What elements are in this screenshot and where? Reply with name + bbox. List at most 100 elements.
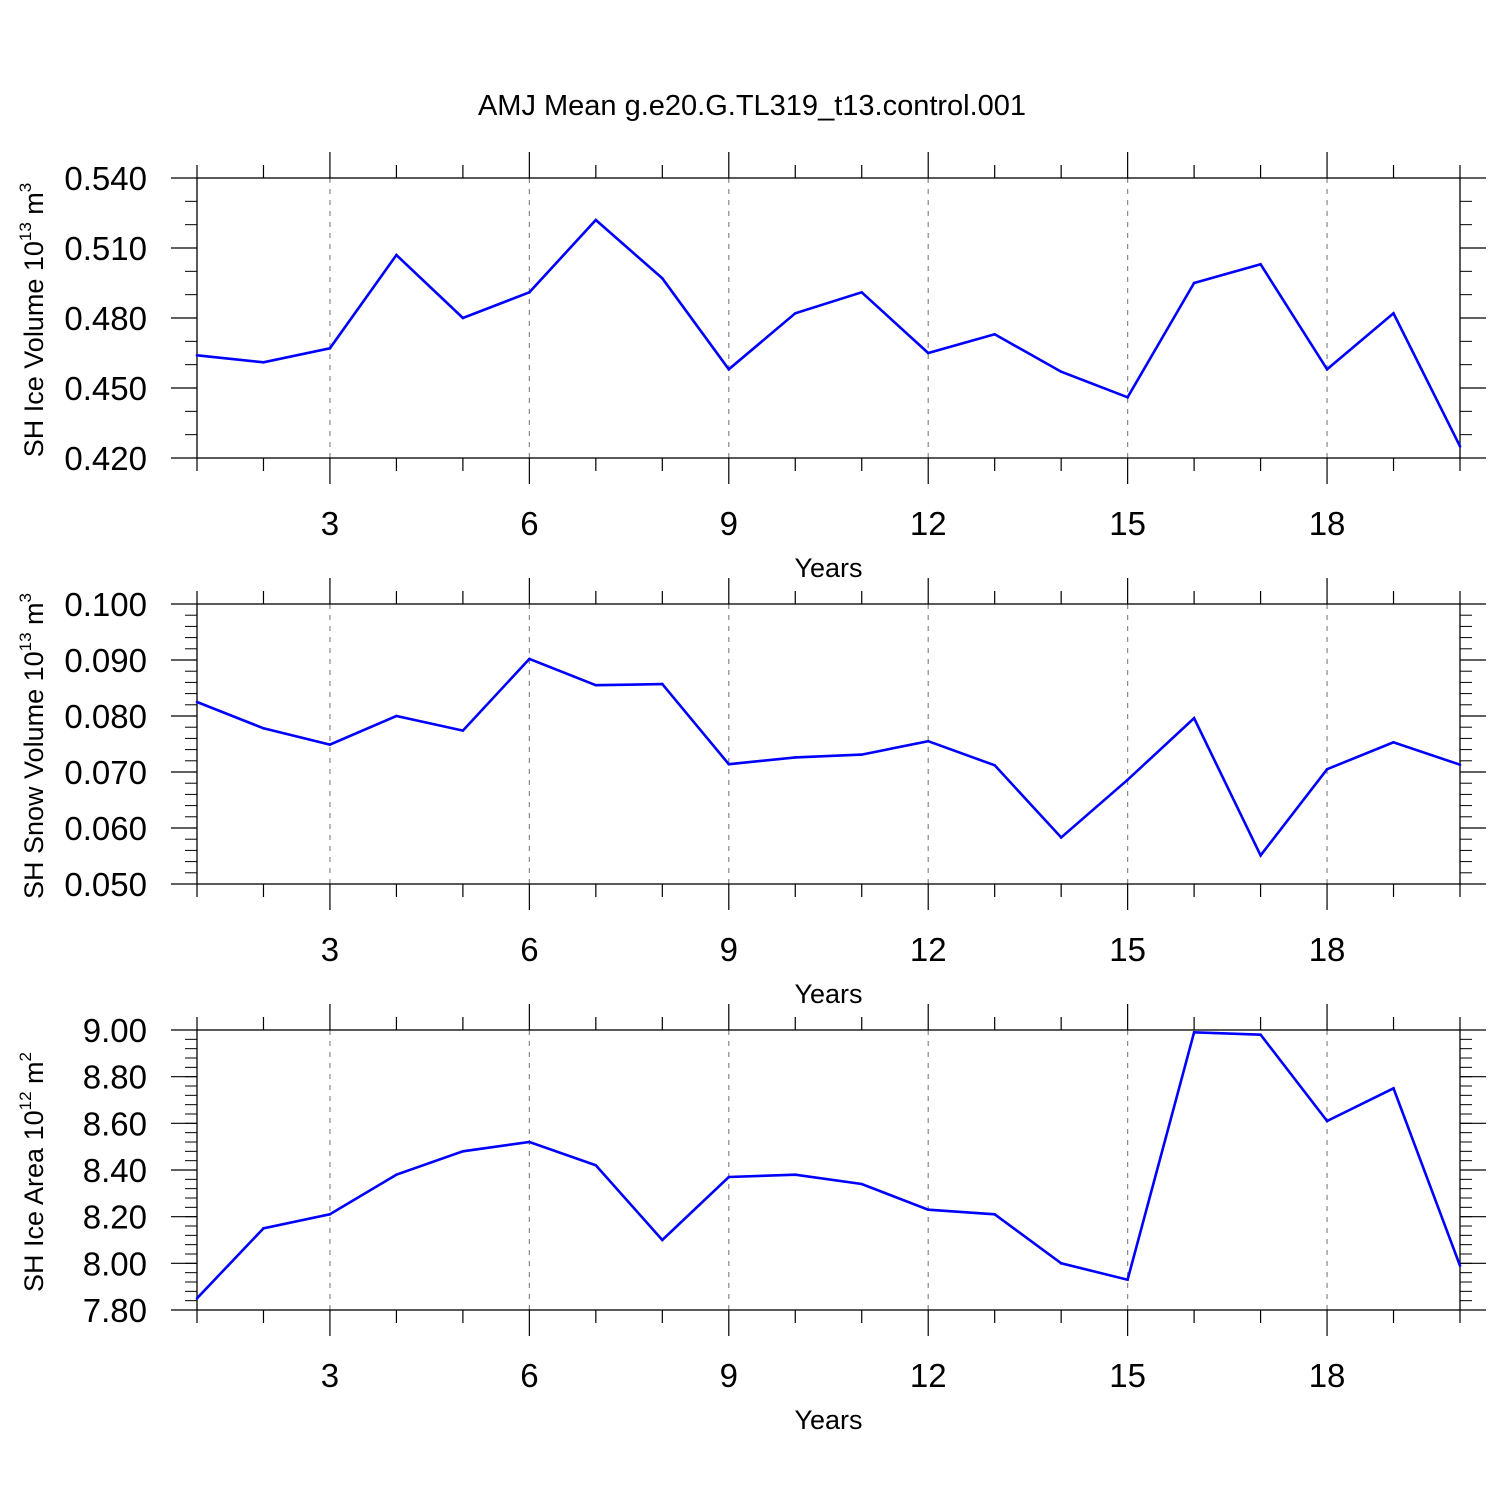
data-point: [594, 1164, 598, 1167]
series-line: [196, 218, 1462, 447]
y-tick-label: 8.40: [83, 1152, 147, 1189]
series-line: [196, 1030, 1462, 1300]
x-tick-label: 9: [720, 505, 738, 542]
data-point: [727, 368, 731, 371]
data-point: [1458, 445, 1462, 448]
data-point: [528, 1140, 531, 1144]
x-tick-label: 3: [321, 505, 339, 542]
x-axis-label: Years: [794, 979, 862, 1009]
data-point: [594, 683, 598, 687]
y-axis-label: SH Snow Volume 1013 m3: [16, 593, 49, 899]
y-axis-label: SH Ice Volume 1013 m3: [16, 183, 49, 458]
data-point: [1392, 741, 1395, 744]
data-point: [661, 1238, 664, 1242]
data-point: [1259, 1033, 1262, 1036]
data-point: [1259, 263, 1262, 266]
y-tick-label: 7.80: [83, 1292, 147, 1329]
x-tick-label: 18: [1309, 931, 1346, 968]
data-point: [1325, 368, 1329, 371]
x-tick-label: 9: [720, 1357, 738, 1394]
x-tick-label: 3: [321, 1357, 339, 1394]
data-point: [328, 1213, 332, 1216]
data-point: [395, 1173, 398, 1176]
data-point: [1126, 396, 1129, 399]
data-point: [793, 312, 797, 315]
data-point: [1059, 1262, 1063, 1265]
data-point: [993, 333, 996, 336]
data-point: [461, 316, 465, 320]
data-point: [1192, 281, 1196, 285]
data-point: [926, 739, 930, 743]
y-tick-label: 0.100: [64, 586, 147, 623]
y-tick-label: 8.80: [83, 1059, 147, 1096]
panel-3: 7.80 8.00 8.20 8.40 8.60 8.80 9.00 3 6 9 12 15 18 Yea…: [16, 1004, 1486, 1435]
data-point: [661, 277, 664, 280]
data-point: [195, 700, 199, 704]
y-axis-label: SH Ice Area 1012 m2: [16, 1052, 49, 1292]
data-point: [395, 714, 398, 718]
x-tick-label: 15: [1109, 505, 1146, 542]
y-tick-label: 0.070: [64, 754, 147, 791]
x-tick-label: 18: [1309, 505, 1346, 542]
data-point: [860, 1182, 864, 1186]
x-axis-label: Years: [794, 1405, 862, 1435]
data-point: [860, 753, 864, 756]
x-tick-label: 12: [910, 1357, 947, 1394]
series-line: [196, 657, 1461, 858]
data-point: [1458, 1264, 1462, 1267]
data-point: [262, 727, 265, 730]
data-point: [262, 1227, 265, 1230]
data-point: [1059, 836, 1063, 839]
data-point: [926, 1208, 930, 1211]
y-tick-label: 0.060: [64, 810, 147, 847]
data-point: [793, 756, 797, 759]
data-point: [1192, 716, 1196, 720]
x-tick-label: 15: [1109, 931, 1146, 968]
data-point: [395, 253, 398, 257]
data-point: [1126, 778, 1129, 782]
x-tick-label: 15: [1109, 1357, 1146, 1394]
data-point: [461, 1150, 465, 1153]
y-tick-label: 0.510: [64, 230, 147, 267]
data-point: [195, 1297, 199, 1300]
panel-2: 0.050 0.060 0.070 0.080 0.090 0.100 3 6 9 12 15 18 Y…: [16, 578, 1486, 1009]
data-point: [860, 291, 864, 294]
data-point: [528, 291, 531, 294]
data-point: [1259, 854, 1262, 857]
x-tick-label: 6: [520, 1357, 538, 1394]
data-point: [1325, 767, 1329, 771]
y-tick-label: 0.450: [64, 370, 147, 407]
x-tick-label: 9: [720, 931, 738, 968]
y-tick-label: 0.080: [64, 698, 147, 735]
x-tick-label: 18: [1309, 1357, 1346, 1394]
data-point: [926, 351, 930, 355]
data-point: [1325, 1119, 1329, 1123]
x-tick-label: 12: [910, 931, 947, 968]
x-tick-label: 6: [520, 505, 538, 542]
panel-1: 0.420 0.450 0.480 0.510 0.540 3 6 9 12 15 18 Years S…: [16, 152, 1486, 583]
data-point: [461, 729, 465, 732]
y-tick-label: 8.20: [83, 1199, 147, 1236]
data-point: [528, 657, 531, 661]
data-point: [1392, 1087, 1395, 1090]
y-tick-label: 0.420: [64, 440, 147, 477]
data-point: [993, 763, 996, 767]
y-tick-label: 0.050: [64, 866, 147, 903]
y-tick-label: 0.480: [64, 300, 147, 337]
x-axis-label: Years: [794, 553, 862, 583]
data-point: [793, 1173, 797, 1176]
data-point: [1458, 763, 1462, 767]
data-point: [727, 762, 731, 766]
data-point: [1392, 312, 1395, 315]
y-tick-label: 8.60: [83, 1105, 147, 1142]
data-point: [594, 218, 598, 222]
data-point: [328, 743, 332, 746]
y-tick-label: 0.090: [64, 642, 147, 679]
panels-group: 0.420 0.450 0.480 0.510 0.540 3 6 9 12 15 18 Years S…: [16, 152, 1486, 1435]
data-point: [1126, 1278, 1129, 1281]
data-point: [661, 682, 664, 686]
x-tick-label: 6: [520, 931, 538, 968]
figure-title: AMJ Mean g.e20.G.TL319_t13.control.001: [478, 90, 1026, 122]
data-point: [195, 354, 199, 357]
